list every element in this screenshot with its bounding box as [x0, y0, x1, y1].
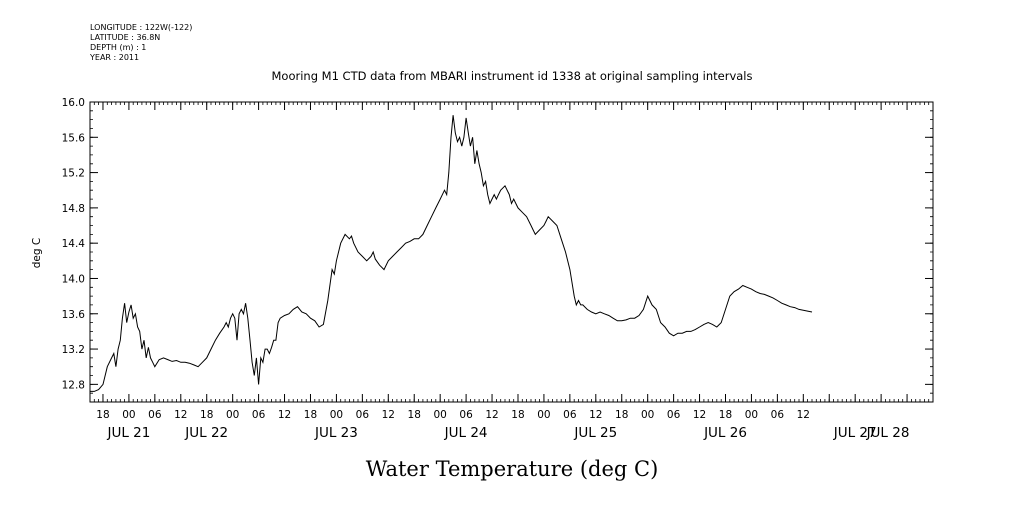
- series-line-water-temperature: [90, 115, 813, 392]
- latitude-label: LATITUDE : 36.8N: [90, 33, 160, 42]
- y-tick-label: 14.0: [62, 273, 85, 285]
- x-hour-tick-label: 12: [382, 409, 395, 421]
- x-hour-tick-label: 06: [148, 409, 162, 421]
- x-day-label: JUL 23: [314, 425, 358, 441]
- x-hour-tick-label: 12: [485, 409, 498, 421]
- y-tick-label: 16.0: [62, 97, 85, 109]
- x-hour-tick-label: 00: [226, 409, 239, 421]
- y-axis-label: deg C: [31, 238, 43, 268]
- chart-title: Mooring M1 CTD data from MBARI instrumen…: [272, 69, 753, 83]
- x-hour-tick-label: 00: [330, 409, 343, 421]
- y-tick-label: 13.2: [62, 344, 85, 356]
- x-day-label: JUL 21: [106, 425, 150, 441]
- x-hour-tick-label: 00: [122, 409, 135, 421]
- x-day-label: JUL 25: [573, 425, 617, 441]
- minor-tick-marks: [89, 101, 934, 403]
- y-tick-label: 15.2: [62, 168, 85, 180]
- x-hour-tick-label: 06: [356, 409, 370, 421]
- x-day-label: JUL 26: [703, 425, 747, 441]
- year-label: YEAR : 2011: [89, 53, 139, 62]
- x-hour-tick-label: 00: [433, 409, 446, 421]
- x-hour-tick-label: 00: [641, 409, 654, 421]
- x-day-label: JUL 28: [866, 425, 910, 441]
- minor-ticks-path: [89, 101, 934, 403]
- x-hour-tick-label: 18: [615, 409, 628, 421]
- x-hour-tick-label: 18: [96, 409, 109, 421]
- x-hour-tick-label: 18: [408, 409, 421, 421]
- x-day-label: JUL 27: [833, 425, 877, 441]
- x-hour-tick-label: 06: [563, 409, 577, 421]
- depth-label: DEPTH (m) : 1: [90, 43, 146, 52]
- x-hour-tick-label: 12: [278, 409, 291, 421]
- x-hour-tick-label: 00: [537, 409, 550, 421]
- footer-title: Water Temperature (deg C): [366, 457, 659, 481]
- x-hour-tick-label: 06: [252, 409, 266, 421]
- plot-frame: [89, 101, 934, 403]
- x-hour-tick-label: 18: [304, 409, 317, 421]
- y-tick-label: 15.6: [62, 132, 86, 144]
- x-hour-tick-label: 12: [797, 409, 810, 421]
- x-hour-tick-label: 18: [719, 409, 732, 421]
- x-hour-tick-label: 18: [511, 409, 524, 421]
- x-hour-tick-label: 18: [200, 409, 213, 421]
- x-day-label: JUL 22: [184, 425, 228, 441]
- y-tick-label: 13.6: [62, 309, 86, 321]
- x-hour-tick-label: 06: [771, 409, 785, 421]
- metadata-block: LONGITUDE : 122W(-122) LATITUDE : 36.8N …: [89, 23, 192, 62]
- x-day-label: JUL 24: [444, 425, 488, 441]
- x-hour-tick-label: 00: [745, 409, 758, 421]
- x-hour-tick-label: 12: [174, 409, 187, 421]
- y-tick-label: 14.8: [62, 203, 85, 215]
- y-axis-ticks: 16.0 15.6 15.2 14.8 14.4 14.0 13.6 13.2 12.8: [62, 97, 933, 391]
- x-axis-ticks: 18 00 06 12 18 00 06 12 18 00 06 12 18 00 06 12 18 00 06 12…: [96, 102, 909, 441]
- x-hour-tick-label: 06: [459, 409, 473, 421]
- x-hour-tick-label: 12: [693, 409, 706, 421]
- y-tick-label: 12.8: [62, 379, 85, 391]
- longitude-label: LONGITUDE : 122W(-122): [90, 23, 192, 32]
- y-tick-label: 14.4: [62, 238, 86, 250]
- x-hour-tick-label: 06: [667, 409, 681, 421]
- x-hour-tick-label: 12: [589, 409, 602, 421]
